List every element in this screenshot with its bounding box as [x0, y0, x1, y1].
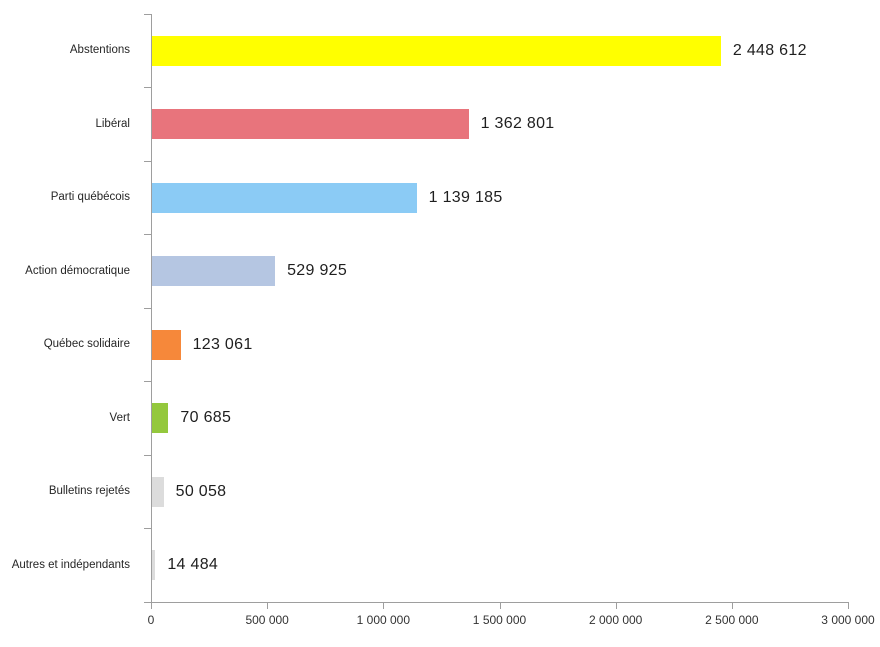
bar-row: 1 139 185 [152, 161, 849, 235]
value-label: 1 362 801 [480, 115, 555, 133]
x-axis-tick-label: 0 [147, 613, 155, 627]
category-label-quebec-solidaire: Québec solidaire [43, 338, 130, 351]
x-axis-tick-label: 2 000 000 [588, 613, 643, 627]
category-label-liberal: Libéral [95, 117, 130, 130]
x-axis-tick [615, 603, 617, 609]
bar-row: 70 685 [152, 382, 849, 456]
y-axis-tick [144, 528, 151, 529]
bar-row: 529 925 [152, 235, 849, 309]
x-axis-tick-label: 1 500 000 [472, 613, 527, 627]
x-axis-tick-label: 1 000 000 [356, 613, 411, 627]
value-label: 70 685 [180, 409, 232, 427]
category-label-autres-independants: Autres et indépendants [11, 558, 130, 571]
value-label: 123 061 [192, 335, 253, 353]
bar-row: 123 061 [152, 308, 849, 382]
x-axis-tick [848, 603, 849, 609]
y-axis-tick [144, 381, 151, 382]
bar-row: 2 448 612 [152, 14, 849, 88]
y-axis-tick [144, 87, 151, 88]
bar-parti-quebecois [152, 182, 417, 213]
category-label-bulletins-rejetes: Bulletins rejetés [48, 485, 130, 498]
x-axis-tick-labels: 0 500 000 1 000 000 1 500 000 2 000 000 … [147, 613, 875, 631]
x-axis-tick [731, 603, 733, 609]
bar-row: 1 362 801 [152, 88, 849, 162]
x-axis-tick [383, 603, 385, 609]
x-axis-tick [151, 603, 152, 609]
category-label-abstentions: Abstentions [69, 44, 130, 57]
category-label-action-democratique: Action démocratique [25, 264, 130, 277]
x-axis-tick-label: 500 000 [245, 613, 289, 627]
x-axis-tick-marks [151, 603, 849, 610]
x-axis-tick-label: 2 500 000 [705, 613, 759, 627]
y-axis-tick [144, 307, 151, 309]
bar-row: 50 058 [152, 455, 849, 529]
bar-bulletins-rejetes [152, 476, 164, 507]
y-axis-tick [144, 13, 151, 15]
x-axis-tick-label: 3 000 000 [821, 613, 875, 627]
value-label: 1 139 185 [428, 188, 503, 206]
bar-vert [152, 403, 169, 434]
x-axis-tick [267, 603, 269, 609]
value-label: 14 484 [167, 556, 219, 574]
y-axis-tick [144, 160, 151, 162]
y-axis-tick [144, 234, 151, 235]
value-label: 2 448 612 [732, 41, 807, 59]
bar-row: 14 484 [152, 529, 849, 603]
category-label-vert: Vert [109, 411, 130, 424]
value-label: 529 925 [287, 262, 348, 280]
x-axis-tick [499, 603, 501, 609]
value-label: 50 058 [175, 482, 227, 500]
plot-area: 2 448 612 1 362 801 1 139 185 529 925 12… [144, 13, 849, 603]
category-label-parti-quebecois: Parti québécois [50, 191, 130, 204]
bar-quebec-solidaire [152, 329, 181, 360]
y-axis-tick [144, 454, 151, 456]
y-axis-tick [144, 601, 151, 603]
bar-action-democratique [152, 256, 276, 287]
bar-abstentions [152, 35, 721, 66]
y-axis-category-labels: Abstentions Libéral Parti québécois Acti… [0, 14, 141, 602]
bar-autres-independants [152, 550, 156, 581]
bar-liberal [152, 109, 469, 140]
